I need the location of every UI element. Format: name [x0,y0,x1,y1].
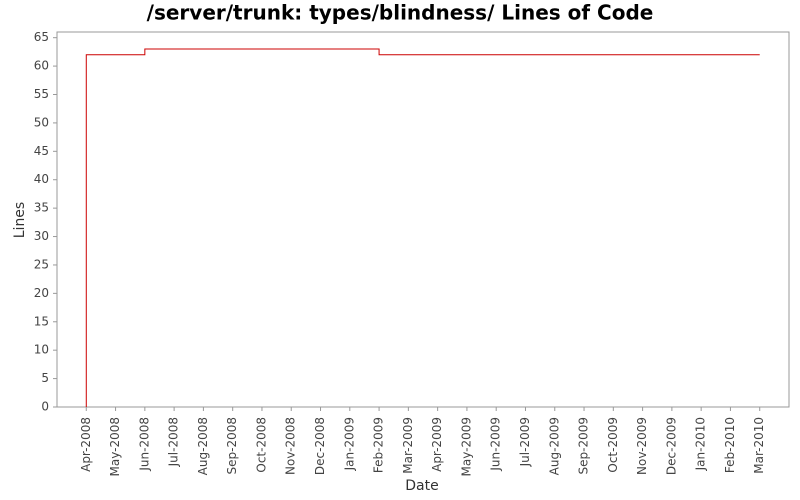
x-tick-label: May-2009 [459,417,473,476]
x-tick-label: Aug-2008 [196,417,210,475]
y-tick-label: 55 [34,87,49,101]
y-tick-label: 5 [41,371,49,385]
x-tick-label: Sep-2008 [225,417,239,475]
y-tick-label: 60 [34,59,49,73]
y-tick-label: 10 [34,343,49,357]
x-tick-label: Jun-2008 [137,417,151,472]
x-axis-title: Date [405,478,438,494]
x-tick-label: Nov-2008 [284,417,298,475]
y-axis-title: Lines [12,202,28,238]
x-tick-label: Aug-2009 [547,417,561,475]
plot-area [56,31,790,408]
x-tick-label: Nov-2009 [635,417,649,475]
x-tick-label: Oct-2009 [606,417,620,473]
x-tick-label: Jan-2009 [342,417,356,471]
x-tick-label: Feb-2010 [723,417,737,473]
chart-title: /server/trunk: types/blindness/ Lines of… [147,1,654,25]
x-tick-label: Mar-2010 [752,417,766,474]
x-tick-label: Jan-2010 [694,417,708,471]
y-tick-label: 65 [34,30,49,44]
y-tick-label: 30 [34,229,49,243]
y-tick-label: 45 [34,144,49,158]
x-tick-label: Dec-2008 [313,417,327,475]
x-tick-label: Mar-2009 [401,417,415,474]
y-tick-label: 40 [34,172,49,186]
x-tick-label: May-2008 [108,417,122,476]
x-tick-label: Oct-2008 [254,417,268,473]
x-tick-label: Jun-2009 [489,417,503,472]
x-tick-label: Sep-2009 [577,417,591,475]
x-tick-label: Apr-2009 [430,417,444,472]
x-tick-label: Jul-2008 [167,417,181,467]
x-tick-label: Feb-2009 [372,417,386,473]
y-tick-label: 15 [34,314,49,328]
y-tick-label: 20 [34,286,49,300]
y-tick-label: 35 [34,201,49,215]
y-tick-label: 25 [34,257,49,271]
x-tick-label: Jul-2009 [518,417,532,467]
y-tick-label: 0 [41,400,49,414]
x-tick-label: Dec-2009 [664,417,678,475]
x-tick-label: Apr-2008 [79,417,93,472]
line [85,48,760,407]
y-tick-label: 50 [34,115,49,129]
